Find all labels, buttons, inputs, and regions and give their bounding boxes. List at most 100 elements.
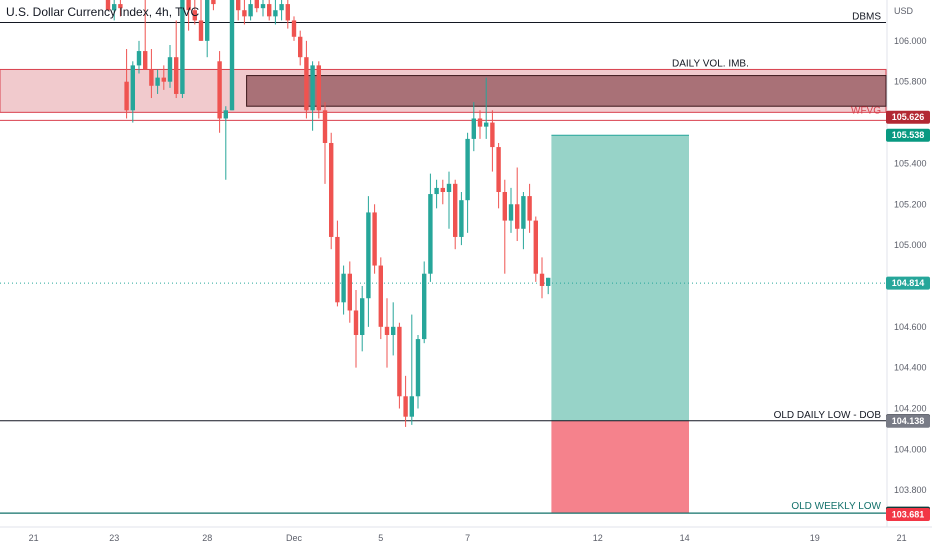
candle-body: [211, 0, 216, 5]
candle-body: [192, 10, 197, 21]
price-tick-label: 105.800: [894, 77, 927, 87]
candle: [453, 179, 458, 250]
wfvg-label: WFVG: [851, 105, 881, 116]
candle: [366, 196, 371, 327]
candle-body: [267, 4, 272, 17]
time-tick-label: 5: [378, 533, 383, 543]
time-axis[interactable]: 21 23 28 Dec 5 7 12 14 19 21: [0, 526, 932, 543]
candle-body: [273, 10, 278, 17]
price-tick-label: 105.000: [894, 240, 927, 250]
candle: [378, 257, 383, 340]
candle: [521, 192, 526, 250]
candle: [298, 30, 303, 66]
candle: [180, 0, 185, 99]
price-tick-label: 104.400: [894, 363, 927, 373]
candle: [161, 65, 166, 90]
candle-body: [149, 69, 154, 86]
price-tag-label: 105.626: [892, 112, 925, 122]
candle-body: [465, 138, 470, 201]
time-tick-label: 21: [29, 533, 39, 543]
candle: [347, 261, 352, 323]
candle: [167, 44, 173, 88]
candle-body: [415, 339, 421, 397]
candle: [440, 179, 445, 205]
candle-body: [118, 4, 123, 9]
candle: [223, 106, 228, 180]
candle-body: [397, 326, 402, 397]
candle: [273, 0, 278, 25]
price-tag: [886, 128, 930, 142]
candle: [508, 187, 514, 233]
candle: [539, 257, 545, 299]
candle-body: [322, 110, 328, 143]
candle: [248, 0, 253, 21]
candle-body: [298, 36, 303, 58]
candle-body: [360, 298, 365, 335]
currency-label: USD: [894, 6, 914, 16]
candle-body: [533, 220, 538, 274]
candle-body: [496, 147, 501, 193]
candle-body: [254, 0, 259, 9]
candle-body: [316, 65, 321, 111]
candle-body: [372, 212, 377, 266]
price-tick-label: 103.800: [894, 485, 927, 495]
candle: [397, 322, 402, 409]
dbms-label: DBMS: [852, 11, 881, 22]
candle-body: [130, 65, 135, 111]
candle-body: [471, 118, 476, 139]
candle-body: [391, 326, 396, 335]
price-tag-label: 105.538: [892, 130, 925, 140]
time-tick-label: 14: [680, 533, 690, 543]
candle: [186, 0, 191, 31]
candle-body: [329, 142, 334, 237]
candle-body: [180, 0, 185, 94]
candle: [415, 334, 421, 409]
labels-layer: DBMS DAILY VOL. IMB. WFVG OLD DAILY LOW - D…: [672, 11, 882, 512]
candle-body: [527, 196, 532, 221]
candle-body: [155, 77, 160, 86]
candle: [155, 69, 160, 94]
candle-body: [508, 204, 514, 221]
time-tick-label: 23: [109, 533, 119, 543]
candle: [471, 102, 476, 152]
candle: [391, 302, 396, 356]
candle-body: [353, 310, 359, 335]
zones-layer: [0, 68, 887, 514]
time-tick-label: 12: [593, 533, 603, 543]
price-tag: [886, 508, 930, 522]
candle: [341, 265, 346, 315]
time-tick-label: 21: [897, 533, 907, 543]
candle-body: [242, 10, 247, 17]
old-daily-low-label: OLD DAILY LOW - DOB: [774, 410, 882, 421]
candle-body: [502, 192, 507, 221]
candle-body: [205, 0, 210, 41]
candle-body: [291, 20, 297, 37]
candle-body: [136, 51, 142, 66]
candle: [533, 216, 538, 282]
candle: [527, 183, 532, 233]
candle-body: [112, 4, 117, 11]
candle-body: [260, 4, 266, 9]
candle: [143, 0, 148, 70]
price-tick-label: 105.200: [894, 199, 927, 209]
time-tick-label: Dec: [286, 533, 303, 543]
price-axis[interactable]: USD 106.000 105.800 105.400 105.200 105.000 10…: [886, 0, 930, 527]
candle-body: [174, 57, 179, 94]
candle: [217, 51, 222, 133]
candle-body: [434, 187, 439, 195]
candle-body: [143, 51, 148, 70]
candle-body: [546, 277, 551, 286]
candle: [198, 0, 204, 41]
candle: [409, 314, 414, 425]
candle-body: [229, 0, 235, 111]
candle: [422, 261, 427, 344]
candle: [105, 0, 111, 11]
candles-layer: [105, 0, 551, 427]
candle-body: [428, 194, 433, 274]
candle: [316, 61, 321, 119]
candle: [279, 0, 284, 21]
price-tick-label: 106.000: [894, 36, 927, 46]
price-tick-label: 104.200: [894, 404, 927, 414]
